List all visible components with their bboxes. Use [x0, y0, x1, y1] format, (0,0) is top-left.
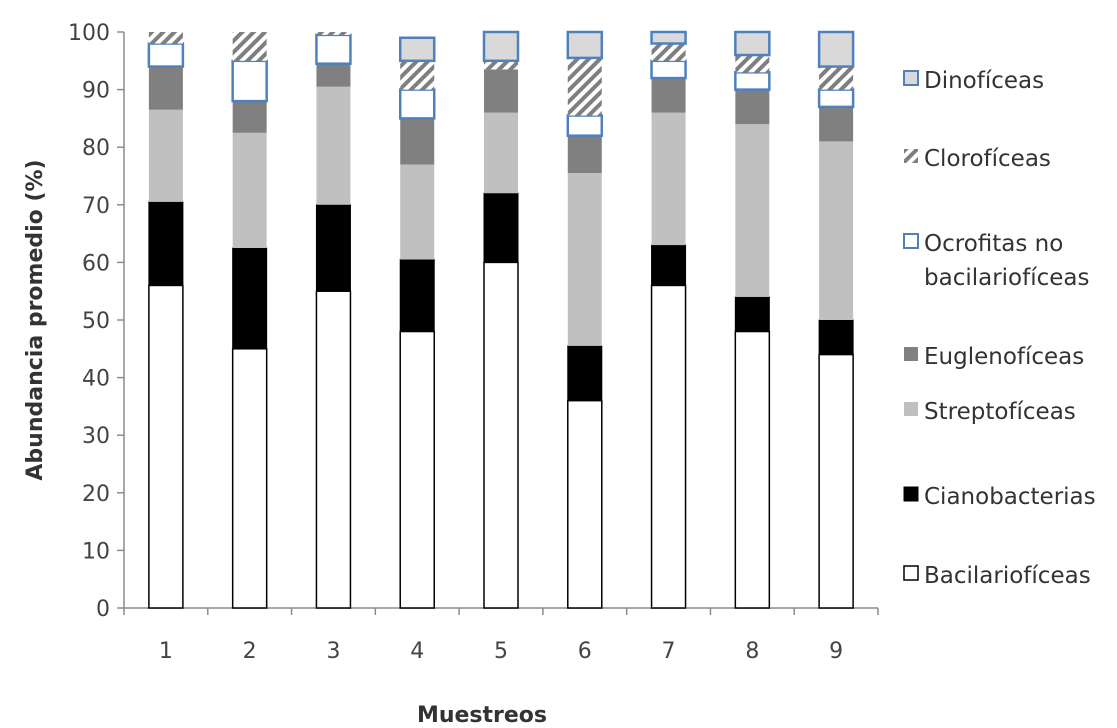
bar-segment-ocr — [566, 114, 604, 137]
legend-label-eug: Euglenofíceas — [924, 344, 1084, 370]
y-tick-label: 40 — [82, 367, 110, 392]
bar-segment-clo — [232, 32, 267, 61]
bar-segment-eug — [316, 63, 351, 87]
bar-segment-din — [734, 30, 771, 57]
bar-segment-bac — [148, 284, 184, 609]
x-tick-label: 1 — [159, 639, 173, 664]
y-tick-label: 90 — [82, 79, 110, 104]
bar-segment-cia — [651, 244, 687, 286]
bar-segment-ocr — [734, 71, 771, 91]
bar-segment-bac — [567, 399, 603, 609]
bar-segment-eug — [400, 118, 435, 165]
bar-segment-clo — [316, 32, 351, 35]
y-tick-label: 70 — [82, 194, 110, 219]
y-tick-label: 0 — [96, 597, 110, 622]
bar-segment-din — [817, 30, 855, 68]
bar-segment-din — [566, 30, 604, 60]
legend-label-ocr: bacilariofíceas — [924, 265, 1090, 291]
bar-segment-din — [482, 30, 520, 63]
bar-segment-ocr — [650, 59, 687, 80]
bar-segment-clo — [651, 43, 686, 61]
bar-segment-clo — [735, 55, 770, 73]
bar-segment-str — [819, 141, 854, 320]
bar-segment-cia — [734, 296, 770, 333]
y-tick-label: 80 — [82, 136, 110, 161]
bar-segment-eug — [819, 106, 854, 142]
x-axis-title: Muestreos — [417, 703, 547, 728]
bar-segment-eug — [567, 135, 602, 174]
bar-segment-str — [316, 86, 351, 205]
bar-segment-cia — [483, 192, 519, 263]
bar-segment-eug — [651, 78, 686, 113]
bar-segment-str — [232, 132, 267, 248]
y-tick-label: 10 — [82, 539, 110, 564]
bar-segment-cia — [818, 319, 854, 356]
bar-segment-str — [484, 112, 518, 194]
bar-segment-cia — [315, 204, 351, 292]
bar-segment-str — [567, 173, 602, 346]
bar-segment-str — [735, 124, 770, 297]
legend-swatch-clo — [904, 149, 918, 163]
bar-segment-clo — [567, 57, 602, 116]
bar-segment-bac — [818, 353, 854, 609]
legend-swatch-eug — [904, 347, 918, 361]
bar-segment-eug — [735, 89, 770, 125]
x-tick-label: 7 — [662, 639, 676, 664]
bar-segment-din — [398, 36, 436, 63]
x-tick-label: 8 — [745, 639, 759, 664]
legend-swatch-str — [904, 402, 918, 416]
legend-swatch-cia — [903, 486, 919, 502]
bar-segment-din — [650, 30, 687, 45]
bar-segment-ocr — [398, 88, 436, 120]
legend-swatch-ocr — [903, 233, 919, 249]
bar-segment-bac — [734, 330, 771, 609]
legend-label-ocr: Ocrofitas no — [924, 231, 1063, 257]
x-tick-label: 5 — [494, 639, 508, 664]
bar-segment-ocr — [315, 33, 352, 65]
bar-segment-ocr — [147, 42, 185, 68]
bar-segment-cia — [567, 345, 603, 402]
bar-segment-bac — [231, 348, 268, 609]
bar-segment-bac — [315, 290, 352, 609]
y-tick-label: 20 — [82, 482, 110, 507]
bar-segment-eug — [148, 66, 183, 110]
x-tick-label: 4 — [410, 639, 424, 664]
bar-segment-cia — [232, 247, 268, 350]
y-tick-label: 60 — [82, 251, 110, 276]
bar-segment-clo — [819, 66, 854, 90]
x-tick-label: 9 — [829, 639, 843, 664]
y-tick-label: 50 — [82, 309, 110, 334]
x-tick-label: 3 — [326, 639, 340, 664]
legend-label-clo: Clorofíceas — [924, 146, 1051, 172]
bar-segment-str — [400, 164, 435, 260]
legend-swatch-din — [903, 70, 919, 86]
bar-segment-cia — [399, 259, 435, 333]
legend-label-bac: Bacilariofíceas — [924, 563, 1091, 589]
bar-segment-eug — [484, 69, 518, 113]
bar-segment-clo — [484, 60, 518, 70]
bar-segment-ocr — [231, 59, 268, 103]
bar-segment-clo — [148, 32, 183, 44]
x-tick-label: 2 — [243, 639, 257, 664]
bar-segment-str — [651, 112, 686, 246]
bar-segment-bac — [399, 330, 435, 609]
bar-segment-bac — [650, 284, 687, 609]
y-tick-label: 100 — [68, 21, 110, 46]
bar-segment-eug — [232, 101, 267, 133]
bar-segment-clo — [400, 60, 435, 90]
bar-segment-str — [148, 109, 183, 202]
legend-label-cia: Cianobacterias — [924, 484, 1096, 510]
y-tick-label: 30 — [82, 424, 110, 449]
y-axis-title: Abundancia promedio (%) — [23, 159, 48, 480]
bar-segment-cia — [148, 201, 184, 286]
legend-swatch-bac — [903, 565, 919, 581]
legend-label-str: Streptofíceas — [924, 399, 1076, 425]
bar-segment-bac — [483, 261, 519, 609]
bar-segment-ocr — [817, 88, 855, 109]
x-tick-label: 6 — [578, 639, 592, 664]
legend-label-din: Dinofíceas — [924, 68, 1044, 94]
